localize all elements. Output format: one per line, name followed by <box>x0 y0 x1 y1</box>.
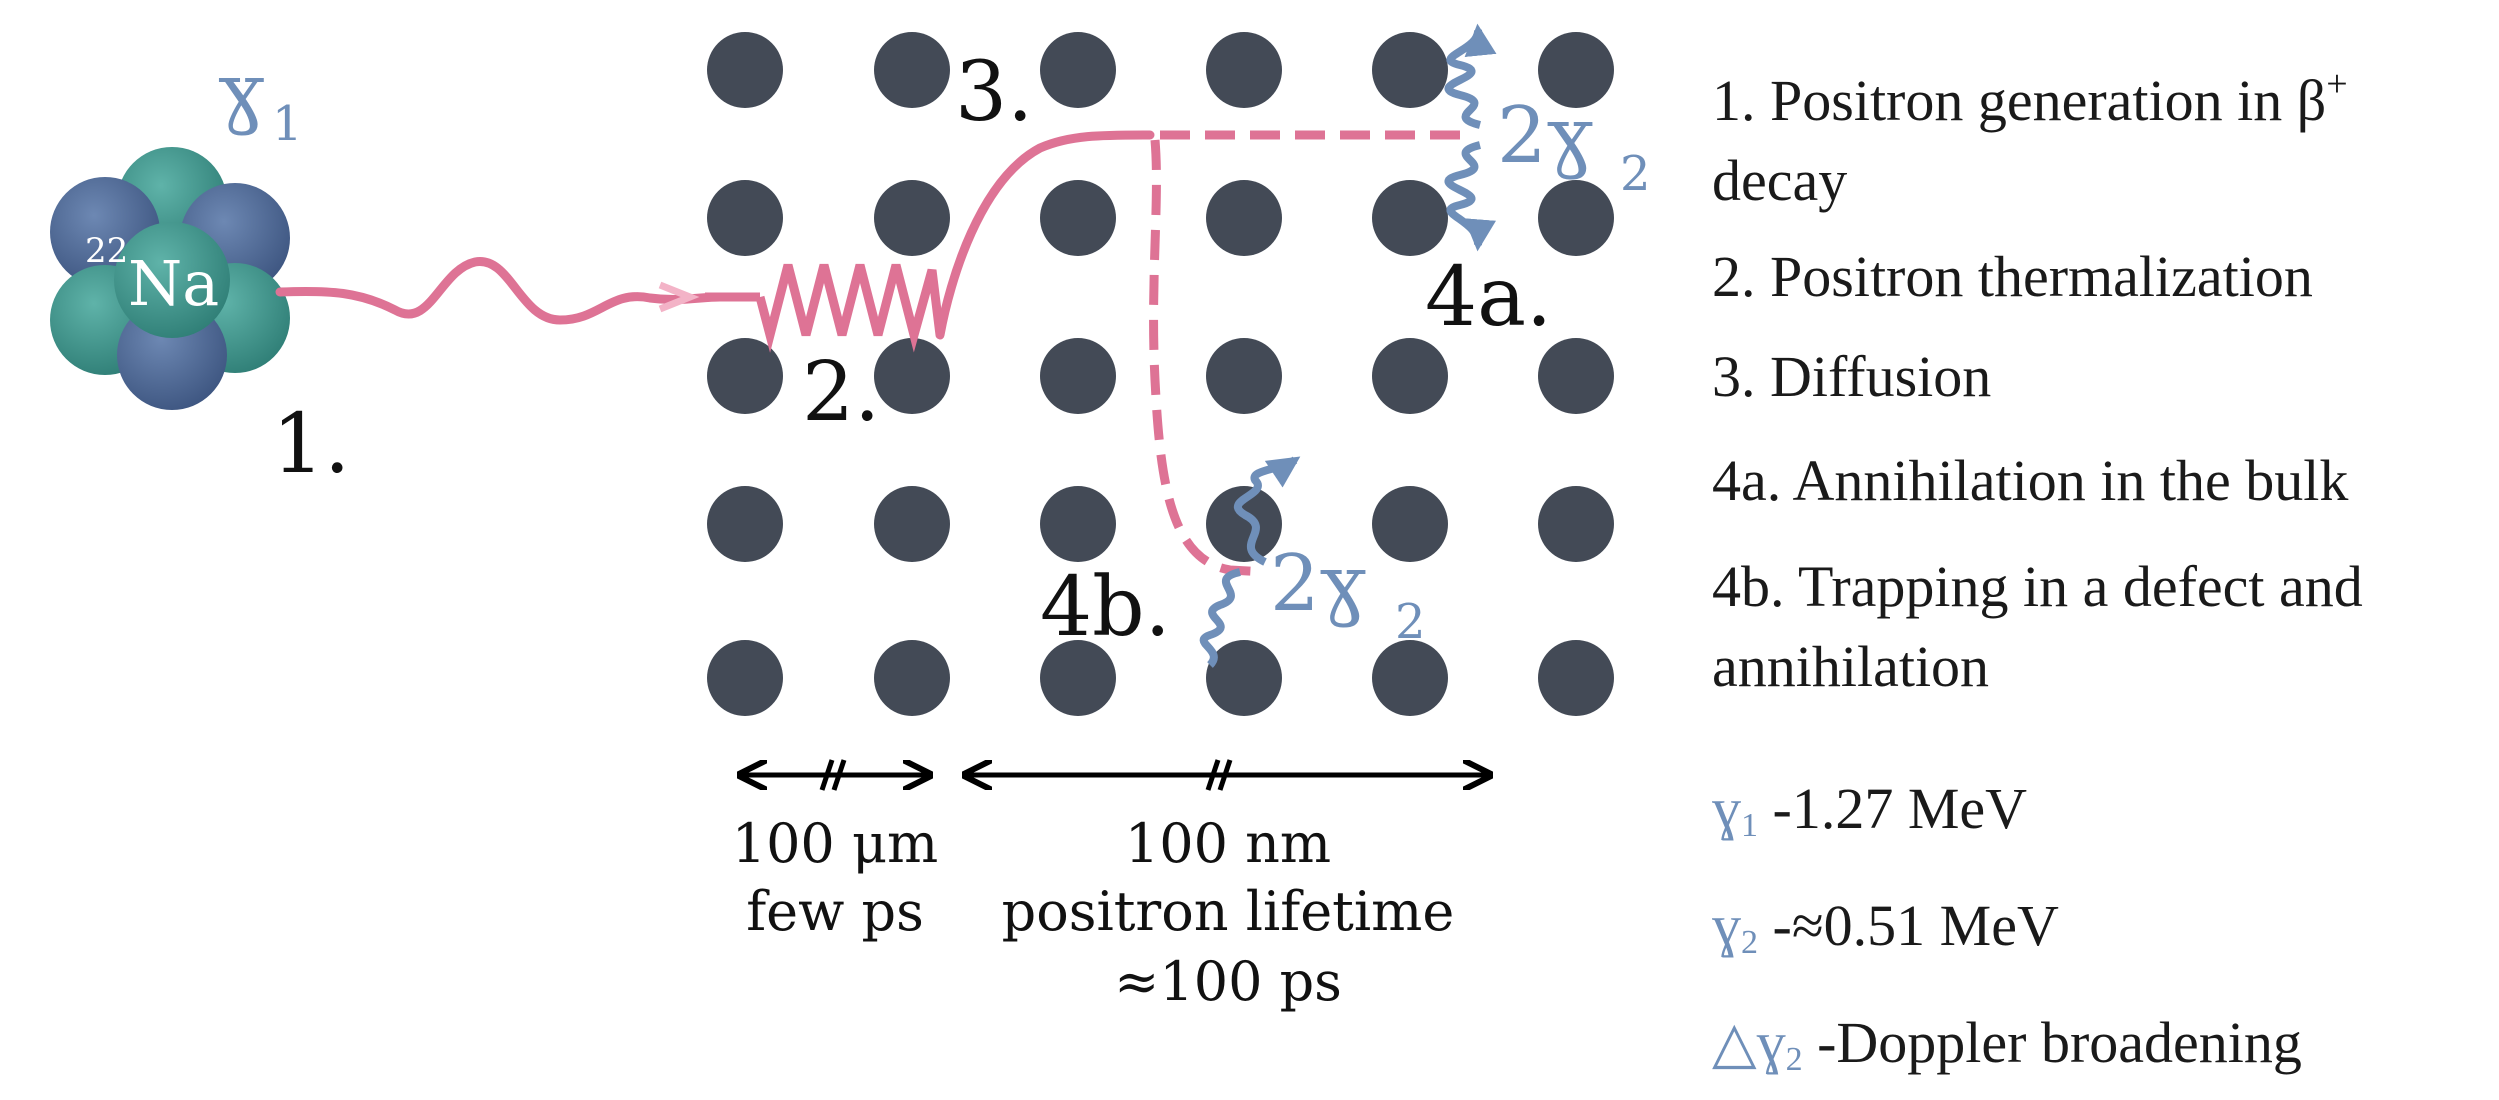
short-scale-length: 100 μm <box>732 812 939 875</box>
long-scale-length: 100 nm <box>1125 812 1331 875</box>
legend-step3: 3. Diffusion <box>1712 344 1992 409</box>
legend-step4a: 4a. Annihilation in the bulk <box>1712 448 2349 513</box>
gamma1-subscript: 1 <box>272 96 303 152</box>
na22-nucleus: 22 Na <box>50 147 290 410</box>
legend-gamma2-energy: -≈0.51 MeV <box>1758 893 2059 958</box>
lattice-atom <box>874 338 950 414</box>
lattice-atom <box>707 640 783 716</box>
bulk-2gamma2-label: 2ɣ 2 <box>1497 91 1651 202</box>
step2-label: 2. <box>802 345 880 440</box>
lattice-atom <box>1206 32 1282 108</box>
path-to-defect <box>1149 139 1266 577</box>
legend-step1-sup: + <box>2326 63 2348 105</box>
na-mass-number: 22 <box>85 231 128 271</box>
bulk-2gamma-sub: 2 <box>1620 146 1651 202</box>
lattice-atom <box>707 486 783 562</box>
legend-gamma1-energy: -1.27 MeV <box>1758 776 2028 841</box>
legend-gamma1-symbol: ɣ <box>1712 776 1741 841</box>
legend-gamma2: ɣ2 -≈0.51 MeV <box>1712 886 2492 983</box>
legend-step1: 1. Positron generation in β+ <box>1712 44 2492 141</box>
lattice-atom <box>1538 640 1614 716</box>
lattice-atom <box>1206 640 1282 716</box>
diagram-canvas: 22 Na 1 ɣ 1 1. 2. 3. 4a. 4b. 2ɣ 2 2ɣ 2 <box>50 23 1651 1013</box>
lattice-atom <box>1040 486 1116 562</box>
legend-step1-text: 1. Positron generation in β <box>1712 68 2327 133</box>
defect-annihilation-photons <box>1199 456 1301 668</box>
lattice-atom <box>707 180 783 256</box>
lattice-atom <box>874 640 950 716</box>
legend: 1. Positron generation in β+ decay 2. Po… <box>1712 30 2492 1100</box>
defect-2gamma-sub: 2 <box>1395 594 1426 650</box>
lattice-atom <box>1040 338 1116 414</box>
short-scale-arrow <box>740 759 930 791</box>
legend-step1-cont: decay <box>1712 148 1848 213</box>
legend-step4b-line1: 4b. Trapping in a defect and <box>1712 554 2363 619</box>
positron-emission-path <box>275 257 725 325</box>
lattice-atom <box>1206 180 1282 256</box>
lattice-atom <box>1372 180 1448 256</box>
lattice-atom <box>1206 486 1282 562</box>
lattice-atom <box>1040 640 1116 716</box>
lattice-atom <box>1372 486 1448 562</box>
defect-2gamma-text: 2ɣ <box>1270 539 1366 629</box>
diffusion-path <box>935 130 1155 340</box>
bulk-2gamma-text: 2ɣ <box>1497 91 1593 181</box>
legend-doppler-sub: 2 <box>1785 1041 1803 1078</box>
legend-step2: 2. Positron thermalization <box>1712 244 2313 309</box>
step1-label: 1. <box>272 397 350 492</box>
legend-step4b-line2: annihilation <box>1712 634 1990 699</box>
delta-icon: △ <box>1712 1010 1757 1075</box>
step3-label: 3. <box>955 45 1033 140</box>
lattice-atom <box>1372 640 1448 716</box>
defect-2gamma2-label: 2ɣ 2 <box>1270 539 1426 650</box>
lattice-atom <box>1538 180 1614 256</box>
legend-gamma2-sub: 2 <box>1741 924 1758 961</box>
legend-doppler: △ɣ2 -Doppler broadening <box>1712 1003 2492 1100</box>
step4a-label: 4a. <box>1425 250 1552 345</box>
emission-arrowhead <box>658 281 700 313</box>
legend-gamma2-symbol: ɣ <box>1712 893 1741 958</box>
legend-doppler-symbol: ɣ <box>1756 1010 1786 1075</box>
lattice-atom <box>1040 32 1116 108</box>
thermalization-zigzag <box>755 263 945 353</box>
lattice-atom <box>1372 338 1448 414</box>
lattice-atoms <box>707 32 1614 716</box>
lattice-atom <box>874 180 950 256</box>
lattice-atom <box>874 32 950 108</box>
long-scale-description: positron lifetime <box>1002 880 1455 943</box>
lattice-atom <box>874 486 950 562</box>
long-scale-arrow <box>965 759 1490 791</box>
lattice-atom <box>1538 32 1614 108</box>
positron-annihilation-diagram: 22 Na 1 ɣ 1 1. 2. 3. 4a. 4b. 2ɣ 2 2ɣ 2 <box>50 23 2363 1078</box>
step4b-label: 4b. <box>1040 560 1171 655</box>
na-element-label: Na <box>128 247 219 320</box>
lattice-atom <box>1206 338 1282 414</box>
gamma1-label: 1 ɣ 1 <box>218 47 303 152</box>
legend-doppler-text: -Doppler broadening <box>1802 1010 2302 1075</box>
gamma1-glyph: ɣ <box>218 47 265 137</box>
lattice-atom <box>707 338 783 414</box>
lattice-atom <box>1040 180 1116 256</box>
lattice-atom <box>1538 486 1614 562</box>
long-scale-time: ≈100 ps <box>1114 950 1342 1013</box>
lattice-atom <box>1538 338 1614 414</box>
bulk-annihilation-photons <box>1444 23 1497 252</box>
lattice-atom <box>1372 32 1448 108</box>
legend-gamma1: ɣ1 -1.27 MeV <box>1712 769 2492 866</box>
short-scale-time: few ps <box>746 880 924 943</box>
lattice-atom <box>707 32 783 108</box>
legend-gamma1-sub: 1 <box>1741 807 1758 844</box>
